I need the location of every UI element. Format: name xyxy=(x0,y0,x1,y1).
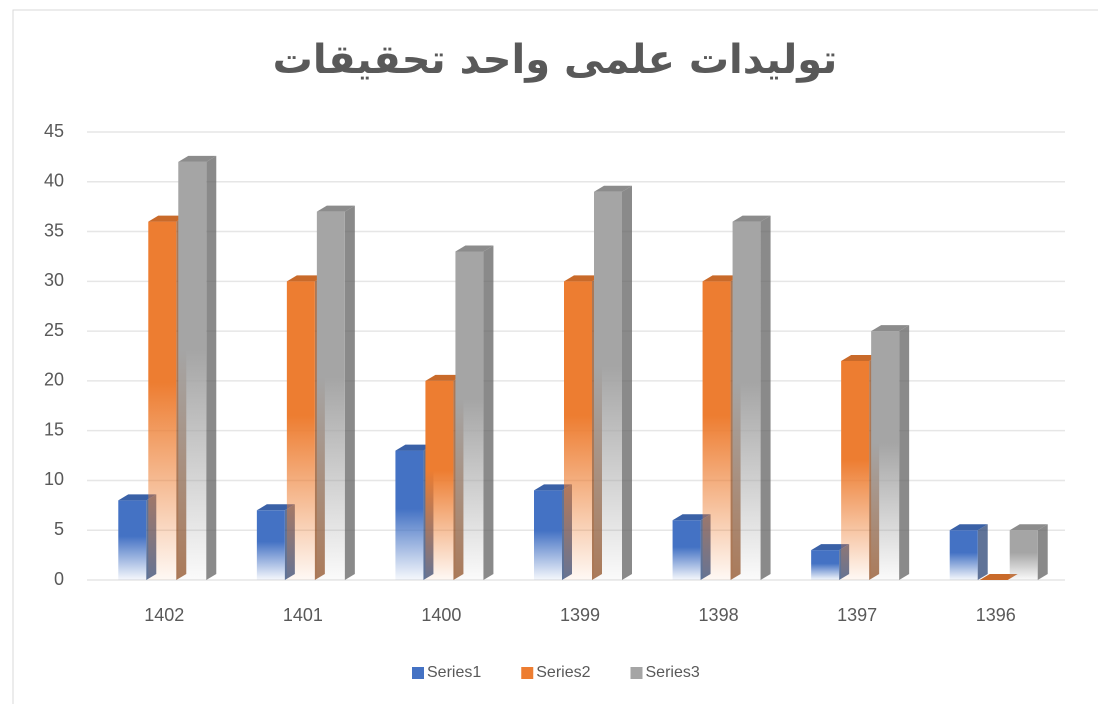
bar-top xyxy=(811,544,850,551)
y-tick-label: 20 xyxy=(44,370,64,390)
y-tick-label: 30 xyxy=(44,270,64,290)
bar xyxy=(979,574,1018,580)
bar-top xyxy=(118,494,157,501)
y-tick-label: 45 xyxy=(44,121,64,141)
bar-front xyxy=(1009,530,1038,580)
bar-side xyxy=(760,215,771,580)
legend-swatch xyxy=(412,667,424,679)
x-tick-label: 1397 xyxy=(837,605,877,625)
x-tick-label: 1401 xyxy=(283,605,323,625)
bar-front xyxy=(594,191,622,580)
y-tick-label: 10 xyxy=(44,469,64,489)
bar-side xyxy=(622,185,632,580)
bar-side xyxy=(899,325,910,580)
bar-front xyxy=(949,530,978,580)
bar-top xyxy=(286,275,325,282)
y-tick-label: 25 xyxy=(44,320,64,340)
bar-top xyxy=(316,205,355,212)
legend-label: Series2 xyxy=(536,664,590,681)
bar-front xyxy=(811,550,840,580)
bar-side xyxy=(206,155,217,580)
bar-top xyxy=(702,275,741,282)
bar-front xyxy=(395,450,424,580)
y-tick-label: 15 xyxy=(44,419,64,439)
chart-border xyxy=(12,9,1098,704)
x-tick-label: 1399 xyxy=(560,605,600,625)
bar xyxy=(455,245,494,580)
bar xyxy=(316,205,355,580)
x-tick-label: 1396 xyxy=(976,605,1016,625)
bar-top xyxy=(672,514,711,521)
bar-front xyxy=(534,490,562,580)
bar-front xyxy=(118,500,147,580)
bar-front xyxy=(871,331,900,580)
bar-front xyxy=(564,281,592,580)
bar-top xyxy=(148,215,187,222)
bar-front xyxy=(256,510,285,580)
bar-front xyxy=(148,221,177,580)
legend-swatch xyxy=(521,667,534,679)
bar xyxy=(871,325,910,580)
bar-top xyxy=(979,574,1018,580)
bar-top xyxy=(564,275,602,282)
bar-top xyxy=(841,354,880,361)
y-tick-label: 35 xyxy=(44,220,64,240)
bar xyxy=(1009,524,1048,580)
x-tick-label: 1400 xyxy=(421,605,461,625)
bar-front xyxy=(286,281,315,580)
bar-top xyxy=(178,155,217,162)
bar-side xyxy=(483,245,494,580)
bar-side xyxy=(344,205,355,580)
bar-top xyxy=(534,484,572,491)
bar-top xyxy=(395,444,434,451)
bar-top xyxy=(732,215,771,222)
bar xyxy=(594,185,632,580)
bar xyxy=(178,155,217,580)
legend-label: Series3 xyxy=(646,664,700,681)
bar-top xyxy=(455,245,494,252)
bar-top xyxy=(256,504,295,511)
legend-swatch xyxy=(630,667,643,679)
bar-front xyxy=(841,360,870,580)
y-tick-label: 5 xyxy=(54,519,64,539)
bar-top xyxy=(949,524,988,531)
bar-front xyxy=(455,251,484,580)
legend-label: Series1 xyxy=(427,664,481,681)
bar-top xyxy=(425,374,464,381)
bar-top xyxy=(1009,524,1048,531)
bar-side xyxy=(977,524,988,580)
bar-front xyxy=(732,221,761,580)
bar-front xyxy=(316,211,345,580)
x-tick-label: 1398 xyxy=(699,605,739,625)
bar-front xyxy=(425,380,454,580)
x-tick-label: 1402 xyxy=(144,605,184,625)
chart-title: تولیدات علمی واحد تحقیقات xyxy=(273,37,838,83)
bar xyxy=(732,215,771,580)
bar-top xyxy=(594,185,632,192)
bar-front xyxy=(672,520,701,580)
y-tick-label: 40 xyxy=(44,171,64,191)
bar xyxy=(949,524,988,580)
y-tick-label: 0 xyxy=(54,569,64,589)
bar-side xyxy=(1037,524,1048,580)
bar-top xyxy=(871,325,910,332)
bar-front xyxy=(702,281,731,580)
bar-front xyxy=(178,161,207,580)
